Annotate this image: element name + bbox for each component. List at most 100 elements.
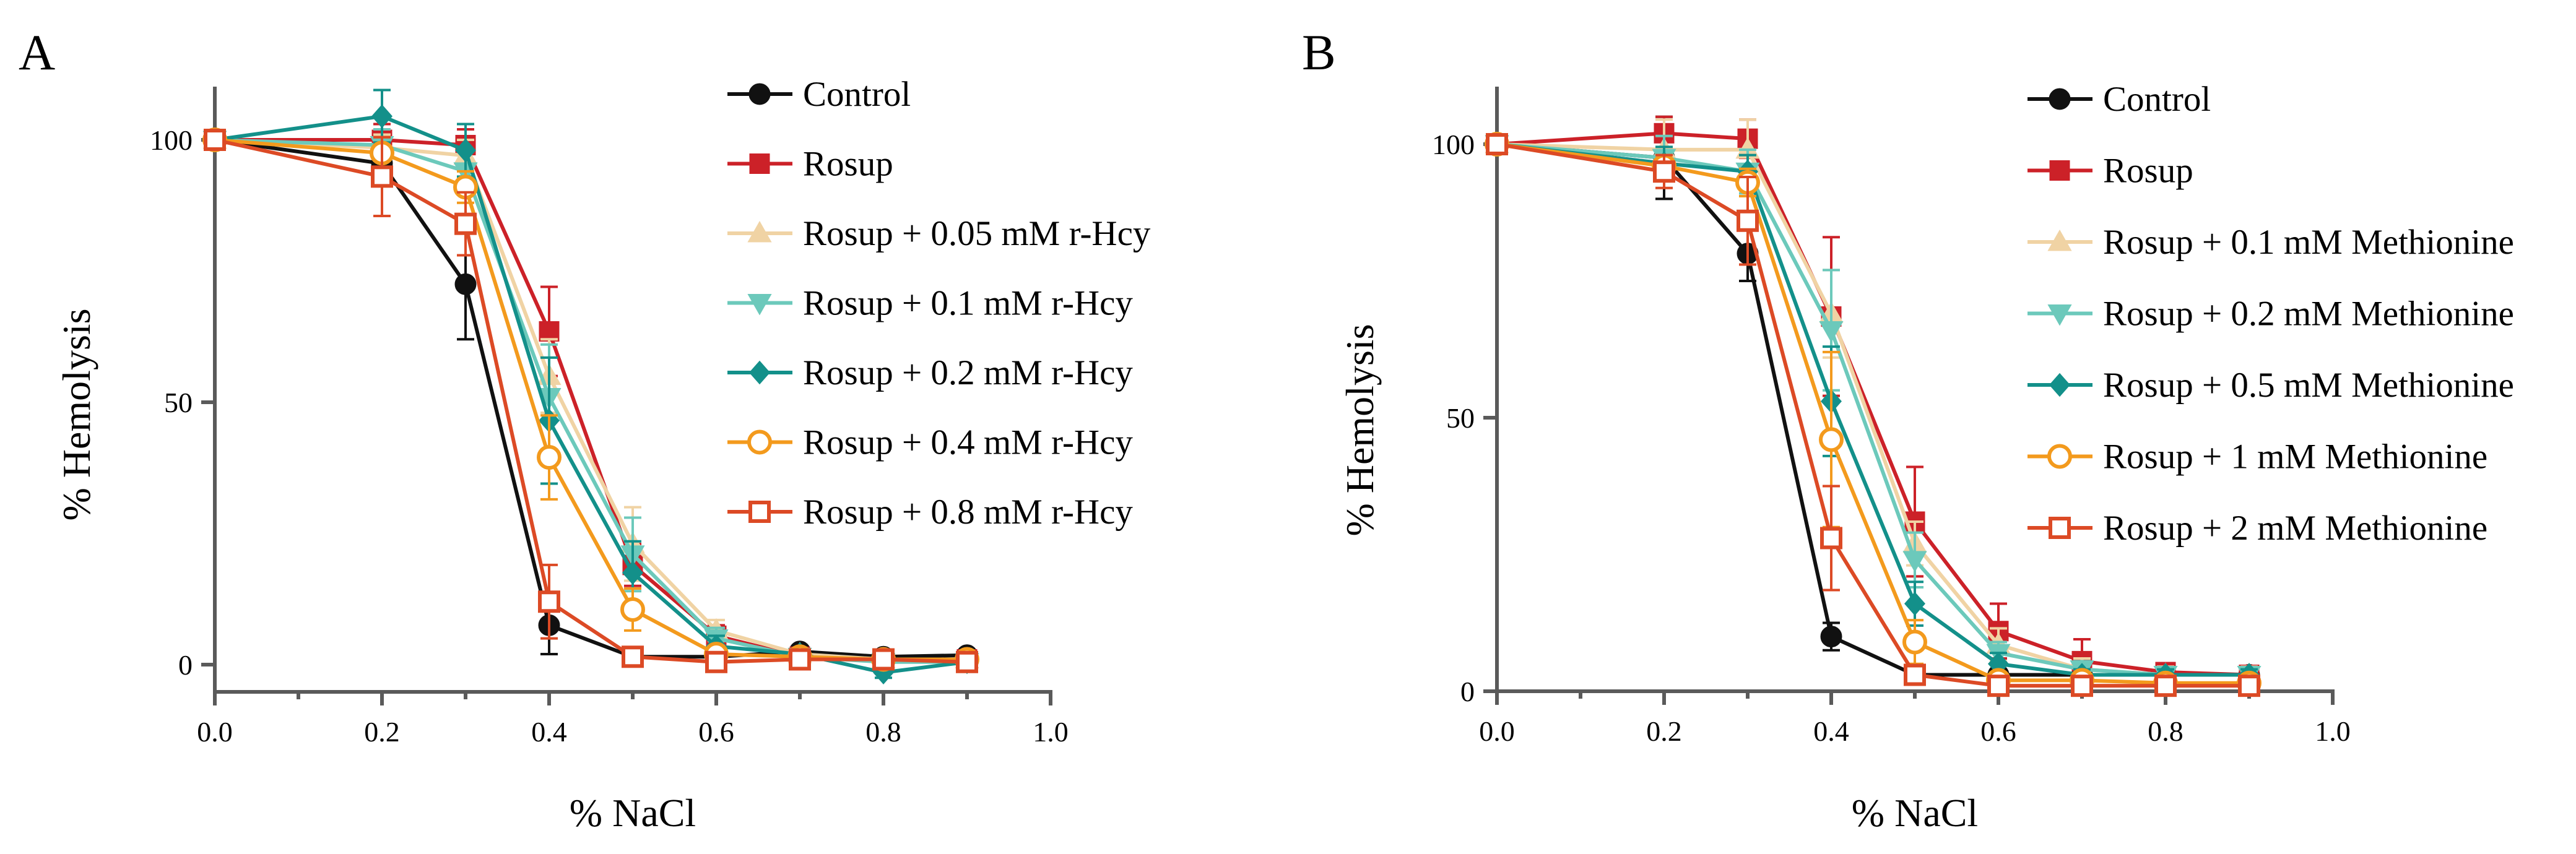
panel-b-legend-entry: Rosup + 0.5 mM Methionine — [2027, 366, 2514, 405]
legend-marker — [748, 360, 771, 385]
legend-marker — [748, 501, 771, 523]
legend-label: Rosup + 0.1 mM r-Hcy — [803, 284, 1133, 323]
panel-b-legend-entry: Rosup + 2 mM Methionine — [2027, 509, 2487, 548]
legend-label: Rosup + 0.2 mM Methionine — [2103, 295, 2514, 334]
panel-b-x-tick-label: 0.6 — [1980, 715, 2016, 747]
panel-a-x-axis-title: % NaCl — [570, 791, 696, 835]
legend-label: Rosup + 1 mM Methionine — [2103, 438, 2487, 477]
legend-label: Rosup + 0.5 mM Methionine — [2103, 366, 2514, 405]
legend-marker — [2049, 88, 2071, 110]
panel-a-series-5 — [202, 127, 979, 672]
panel-b-legend-entry: Rosup + 0.2 mM Methionine — [2027, 295, 2514, 334]
panel-a-y-axis-title: % Hemolysis — [54, 308, 98, 520]
data-point — [2071, 675, 2093, 697]
legend-label: Rosup + 0.1 mM Methionine — [2103, 223, 2514, 262]
legend-marker — [2049, 517, 2071, 539]
data-point — [1819, 321, 1844, 343]
panel-b-y-tick-label: 50 — [1446, 402, 1475, 434]
panel-a-chart: A 0.0 0.2 0.4 0.6 0.8 1.0 0 50 100 % NaCl % Hemoly… — [19, 24, 1151, 835]
data-point — [872, 648, 895, 671]
legend-marker — [2047, 304, 2072, 326]
panel-a-x-tick-label: 0.6 — [698, 716, 734, 748]
panel-b-letter: B — [1302, 24, 1336, 80]
panel-a-legend-entry: Control — [727, 75, 911, 114]
panel-b-x-axis-title: % NaCl — [1852, 791, 1978, 835]
panel-a-legend-entry: Rosup + 0.8 mM r-Hcy — [727, 493, 1133, 532]
data-point — [371, 165, 393, 188]
legend-label: Rosup + 0.4 mM r-Hcy — [803, 423, 1133, 462]
data-point — [705, 650, 727, 673]
data-point — [371, 104, 393, 129]
panel-a-y-tick-label: 100 — [150, 124, 193, 156]
data-point — [1902, 551, 1927, 572]
panel-a-series-2 — [202, 127, 979, 669]
legend-label: Rosup + 0.2 mM r-Hcy — [803, 353, 1133, 392]
panel-b-legend-entry: Rosup + 0.1 mM Methionine — [2027, 223, 2514, 262]
panel-a-series-3 — [202, 128, 979, 675]
panel-a-series-0 — [204, 129, 978, 668]
data-point — [1486, 133, 1508, 155]
data-point — [1987, 675, 2010, 697]
panel-b-x-tick-label: 0.4 — [1813, 715, 1849, 747]
panel-b-x-tick-label: 0.2 — [1646, 715, 1682, 747]
legend-label: Control — [803, 75, 911, 114]
panel-a-x-tick-label: 0.0 — [197, 716, 233, 748]
panel-a-legend-entry: Rosup + 0.1 mM r-Hcy — [727, 284, 1133, 323]
panel-b-series-4 — [1486, 132, 2260, 687]
panel-b-y-axis-title: % Hemolysis — [1338, 324, 1382, 536]
panel-a-y-tick-label: 50 — [164, 387, 193, 418]
data-point — [622, 645, 644, 668]
panel-b-x-tick-label: 1.0 — [2315, 715, 2351, 747]
legend-marker — [2047, 444, 2072, 469]
panel-b-series-6 — [1486, 133, 2260, 697]
data-point — [538, 590, 560, 613]
data-point — [1820, 626, 1842, 648]
legend-label: Rosup + 0.8 mM r-Hcy — [803, 493, 1133, 532]
data-point — [454, 212, 477, 235]
panel-b-x-tick-label: 0.0 — [1479, 715, 1515, 747]
data-point — [454, 138, 477, 163]
panel-a-legend-entry: Rosup + 0.05 mM r-Hcy — [727, 214, 1151, 253]
legend-label: Rosup + 0.05 mM r-Hcy — [803, 214, 1151, 253]
legend-label: Control — [2103, 80, 2211, 119]
data-point — [1819, 427, 1844, 452]
legend-marker — [2049, 160, 2070, 181]
data-point — [1653, 160, 1675, 183]
legend-marker — [2049, 373, 2071, 397]
data-point — [789, 648, 811, 671]
data-point — [454, 273, 477, 295]
data-point — [1737, 209, 1759, 232]
data-point — [1902, 629, 1927, 655]
series-line — [214, 114, 968, 675]
data-point — [1904, 663, 1926, 686]
panel-a-x-tick-label: 0.8 — [865, 716, 901, 748]
panel-a-x-tick-label: 1.0 — [1033, 716, 1069, 748]
panel-a-letter: A — [19, 24, 55, 80]
data-point — [2238, 675, 2260, 697]
panel-b-chart: B 0.0 0.2 0.4 0.6 0.8 1.0 0 50 100 % NaCl % Hemoly… — [1302, 24, 2514, 835]
legend-label: Rosup — [803, 145, 893, 184]
legend-label: Rosup + 2 mM Methionine — [2103, 509, 2487, 548]
legend-label: Rosup — [2103, 152, 2193, 191]
legend-marker — [747, 294, 772, 316]
data-point — [620, 597, 645, 622]
legend-marker — [747, 220, 772, 243]
panel-b-legend-entry: Rosup — [2027, 152, 2193, 191]
legend-marker — [2047, 229, 2072, 251]
legend-marker — [749, 153, 770, 174]
data-point — [1904, 592, 1926, 616]
data-point — [956, 650, 978, 673]
panel-b-x-tick-label: 0.8 — [2148, 715, 2184, 747]
data-point — [622, 561, 644, 585]
panel-a-legend-entry: Rosup — [727, 145, 893, 184]
legend-marker — [748, 83, 771, 105]
data-point — [1820, 527, 1842, 550]
panel-a-legend-entry: Rosup + 0.2 mM r-Hcy — [727, 353, 1133, 392]
data-point — [539, 321, 560, 342]
panel-b-y-tick-label: 100 — [1432, 129, 1475, 160]
data-point — [2154, 675, 2177, 697]
panel-a-legend-entry: Rosup + 0.4 mM r-Hcy — [727, 423, 1133, 462]
panel-b-y-tick-label: 0 — [1460, 676, 1475, 707]
panel-a-series-1 — [204, 123, 978, 670]
